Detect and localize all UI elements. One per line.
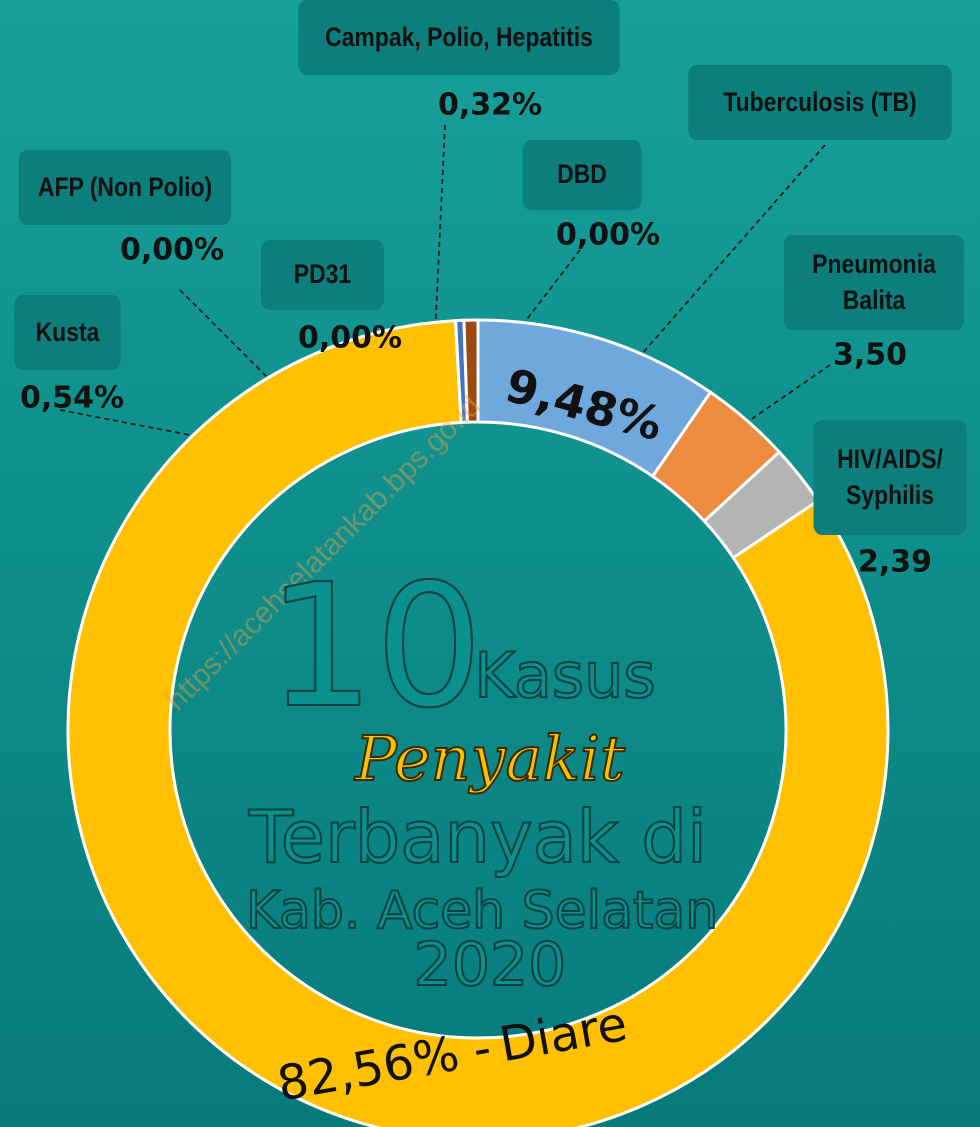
category-label: HIV/AIDS/ Syphilis bbox=[814, 420, 967, 535]
title-number: 10 bbox=[267, 548, 483, 746]
category-label: AFP (Non Polio) bbox=[19, 150, 232, 225]
title-line: Terbanyak di bbox=[248, 795, 707, 879]
category-label: Kusta bbox=[14, 295, 120, 370]
category-label: Campak, Polio, Hepatitis bbox=[298, 0, 619, 75]
value-label: 2,39 bbox=[858, 545, 932, 580]
title-line: 2020 bbox=[414, 930, 567, 1000]
value-label: 3,50 bbox=[833, 338, 907, 373]
value-label: 0,00% bbox=[556, 218, 660, 253]
value-label: 0,54% bbox=[20, 381, 124, 416]
value-label: 0,00% bbox=[298, 321, 402, 356]
category-label: DBD bbox=[523, 140, 642, 210]
category-label: Tuberculosis (TB) bbox=[688, 65, 952, 140]
title-line: Kasus bbox=[474, 639, 655, 712]
value-label: 0,00% bbox=[120, 233, 224, 268]
title-line: Penyakit bbox=[354, 722, 625, 795]
category-label: Pneumonia Balita bbox=[784, 235, 964, 330]
infographic: https://acehselatankab.bps.go.id 10 Kasu… bbox=[0, 0, 980, 1127]
category-label: PD31 bbox=[261, 240, 384, 310]
value-label: 0,32% bbox=[438, 88, 542, 123]
